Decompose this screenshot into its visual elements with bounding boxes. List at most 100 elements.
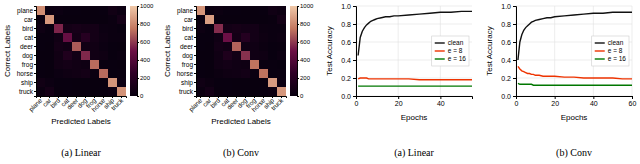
grid-line-y [516, 6, 632, 7]
cell [223, 87, 232, 96]
legend-item: e = 16 [435, 55, 467, 62]
cell [54, 15, 63, 24]
y-axis-tick-label: ship [21, 79, 33, 87]
y-axis-tick: frog [22, 61, 36, 69]
x-axis-tick: truck [269, 96, 284, 112]
cell [108, 78, 117, 87]
cell [223, 69, 232, 78]
cell [223, 51, 232, 60]
cell [232, 24, 241, 33]
y-axis-tick-label: 0.6 [501, 39, 511, 46]
cell [232, 6, 241, 15]
y-axis: 0.00.20.40.60.81.0 [501, 3, 516, 100]
cell [214, 33, 223, 42]
colorbar-axis-tick-label: 1000 [140, 3, 154, 9]
x-axis-title: Epochs [401, 113, 428, 122]
cell [268, 15, 277, 24]
cell [205, 42, 214, 51]
cell [232, 87, 241, 96]
cell [259, 33, 268, 42]
x-axis-tick-label: truck [109, 96, 124, 111]
cell [54, 60, 63, 69]
figure: planecarbirdcatdeerdogfroghorseshiptruck… [0, 0, 640, 164]
cell [36, 51, 45, 60]
y-axis-tick-label: 1.0 [501, 3, 511, 10]
cell [214, 69, 223, 78]
plot-area [358, 11, 472, 86]
cell [63, 51, 72, 60]
cell [99, 24, 108, 33]
colorbar-axis-tick: 800 [137, 21, 151, 27]
x-axis-tick-label: 60 [629, 100, 637, 107]
y-axis-tick-label: cat [184, 34, 193, 41]
grid-line-x [398, 6, 399, 96]
cell [36, 69, 45, 78]
colorbar-axis-tick: 400 [297, 57, 311, 63]
y-axis-line [34, 7, 37, 97]
y-axis-tick-label: truck [179, 88, 194, 95]
x-axis-tick-mark [236, 96, 237, 98]
y-axis-tick-mark [194, 46, 196, 47]
y-axis-tick: 0.0 [501, 93, 516, 100]
y-axis-tick-mark [513, 6, 516, 7]
cell [232, 60, 241, 69]
cell [268, 42, 277, 51]
y-axis-tick: plane [17, 7, 36, 15]
x-axis-tick-mark [398, 96, 399, 99]
cell [268, 24, 277, 33]
grid [356, 6, 472, 96]
cell [90, 24, 99, 33]
x-axis: 02040 [355, 96, 473, 107]
y-axis-tick-label: 0.6 [341, 39, 351, 46]
colorbar-axis-tick-mark [297, 60, 299, 61]
cell [108, 15, 117, 24]
x-axis-tick-mark [94, 96, 95, 98]
legend-item: e = 8 [595, 47, 623, 54]
plot-area [518, 12, 632, 85]
cell [223, 60, 232, 69]
cell [259, 6, 268, 15]
y-axis-line [194, 7, 197, 97]
cell [36, 60, 45, 69]
x-axis-tick: 0 [515, 96, 519, 107]
y-axis-tick-mark [194, 82, 196, 83]
y-axis-tick-label: plane [177, 7, 193, 15]
cell [205, 33, 214, 42]
y-axis-tick: 1.0 [341, 3, 356, 10]
colorbar-axis-tick-mark [137, 60, 139, 61]
y-axis-tick-mark [34, 37, 36, 38]
cell [250, 78, 259, 87]
legend: cleane = 8e = 16 [432, 36, 469, 66]
cell [54, 69, 63, 78]
cell [232, 15, 241, 24]
cell [241, 87, 250, 96]
cell [250, 51, 259, 60]
legend-swatch [595, 58, 605, 59]
cell [277, 6, 286, 15]
cell [205, 51, 214, 60]
y-axis-tick: frog [182, 61, 196, 69]
colorbar-axis-tick-mark [137, 78, 139, 79]
cell [250, 6, 259, 15]
cell [250, 69, 259, 78]
colorbar-axis-tick-label: 600 [300, 39, 311, 45]
cell [277, 24, 286, 33]
y-axis-tick: 0.2 [501, 75, 516, 82]
y-axis-tick: 0.6 [501, 39, 516, 46]
caption: (a) Linear [394, 147, 434, 159]
legend-box [592, 36, 629, 66]
x-axis-tick-label: 0 [515, 100, 519, 107]
y-axis-tick-mark [34, 10, 36, 11]
y-axis-tick-mark [513, 60, 516, 61]
y-axis-tick-label: dog [182, 52, 193, 60]
cell [259, 15, 268, 24]
y-axis-tick: cat [184, 34, 196, 41]
cell [36, 15, 45, 24]
x-axis-line [357, 97, 473, 100]
cell [277, 78, 286, 87]
y-axis-tick: 0.2 [341, 75, 356, 82]
y-axis-tick-label: 0.2 [341, 75, 351, 82]
grid-line-x [554, 6, 555, 96]
cell [45, 87, 54, 96]
x-axis-tick-mark [209, 96, 210, 98]
